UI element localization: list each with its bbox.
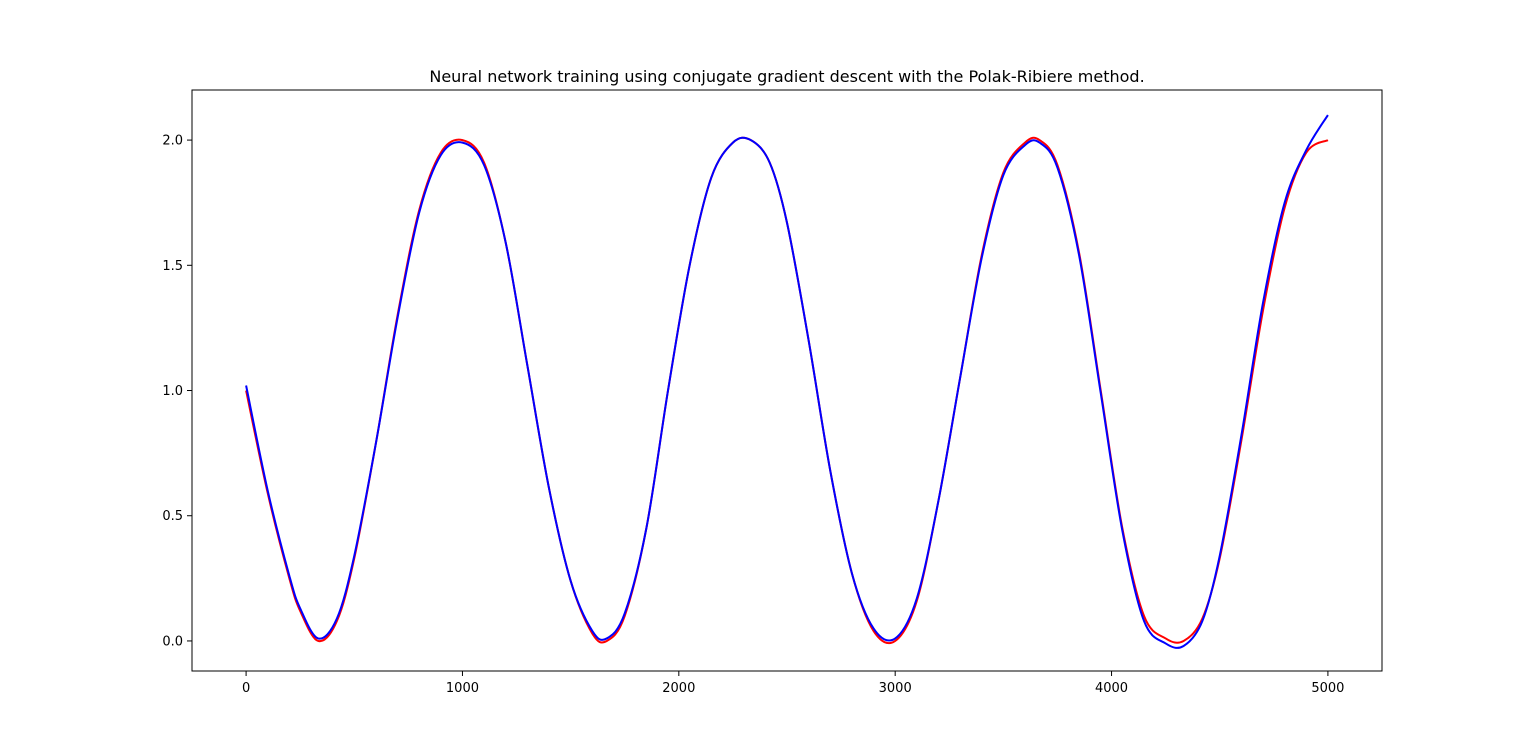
x-tick-label: 2000 xyxy=(662,681,695,696)
y-tick-label: 0.5 xyxy=(162,509,183,524)
series-layer xyxy=(245,114,1329,649)
x-tick-label: 0 xyxy=(242,681,250,696)
y-tick-label: 2.0 xyxy=(162,134,183,149)
x-tick-label: 1000 xyxy=(446,681,479,696)
x-axis: 0 1000 2000 3000 4000 5000 xyxy=(242,671,1344,696)
y-axis: 0.0 0.5 1.0 1.5 2.0 xyxy=(162,134,192,649)
y-tick-label: 0.0 xyxy=(162,634,183,649)
x-tick-label: 3000 xyxy=(879,681,912,696)
axes-frame xyxy=(191,89,1383,672)
series-line-2 xyxy=(245,114,1329,649)
x-tick-label: 5000 xyxy=(1311,681,1344,696)
y-tick-label: 1.0 xyxy=(162,384,183,399)
series-line-1 xyxy=(245,136,1329,645)
y-tick-label: 1.5 xyxy=(162,259,183,274)
x-tick-label: 4000 xyxy=(1095,681,1128,696)
chart-title: Neural network training using conjugate … xyxy=(429,67,1144,86)
